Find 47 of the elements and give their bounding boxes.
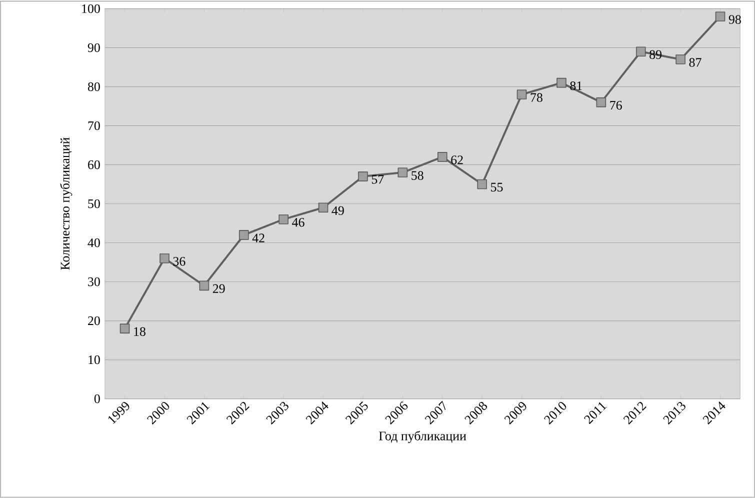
data-label: 42	[252, 234, 264, 242]
y-tick-label: 10	[88, 356, 100, 364]
point	[120, 324, 130, 334]
data-label: 78	[530, 93, 542, 102]
data-label: 46	[292, 218, 304, 227]
data-label: 98	[728, 15, 741, 24]
point	[636, 46, 646, 57]
y-tick-label: 60	[88, 160, 100, 170]
y-tick-label: 70	[88, 121, 100, 130]
point	[516, 90, 527, 100]
x-tick-label: 1999	[108, 402, 130, 424]
point	[358, 172, 368, 182]
data-label: 62	[451, 156, 463, 164]
data-label: 89	[650, 50, 662, 60]
data-label: 29	[212, 284, 225, 294]
y-tick-label: 30	[88, 278, 100, 286]
x-tick-label: 2011	[584, 402, 607, 424]
y-tick-label: 0	[94, 394, 100, 404]
point	[556, 78, 566, 88]
point	[318, 202, 328, 213]
data-label: 55	[491, 183, 503, 192]
data-label: 58	[412, 171, 424, 180]
point	[596, 98, 606, 108]
y-tick-label: 100	[82, 4, 100, 14]
data-label: 87	[689, 58, 702, 67]
point	[398, 168, 408, 178]
y-tick-label: 50	[88, 200, 100, 208]
point	[437, 152, 448, 162]
point	[160, 254, 170, 264]
point	[715, 12, 726, 22]
data-label: 36	[173, 257, 186, 266]
point	[477, 179, 487, 190]
data-label: 18	[134, 327, 146, 336]
y-axis-title: Количество публикаций	[60, 138, 72, 270]
y-tick-label: 90	[88, 43, 100, 52]
y-tick-label: 20	[88, 316, 100, 326]
data-label: 81	[570, 82, 582, 90]
data-label: 57	[372, 175, 384, 184]
y-tick-label: 40	[88, 238, 100, 248]
point	[278, 214, 288, 224]
point	[238, 230, 249, 240]
data-label: 49	[332, 206, 344, 216]
data-label: 76	[610, 101, 622, 110]
point	[676, 54, 686, 64]
y-tick-label: 80	[88, 82, 100, 92]
point	[199, 280, 210, 291]
x-axis-title: Год публикации	[378, 431, 466, 444]
